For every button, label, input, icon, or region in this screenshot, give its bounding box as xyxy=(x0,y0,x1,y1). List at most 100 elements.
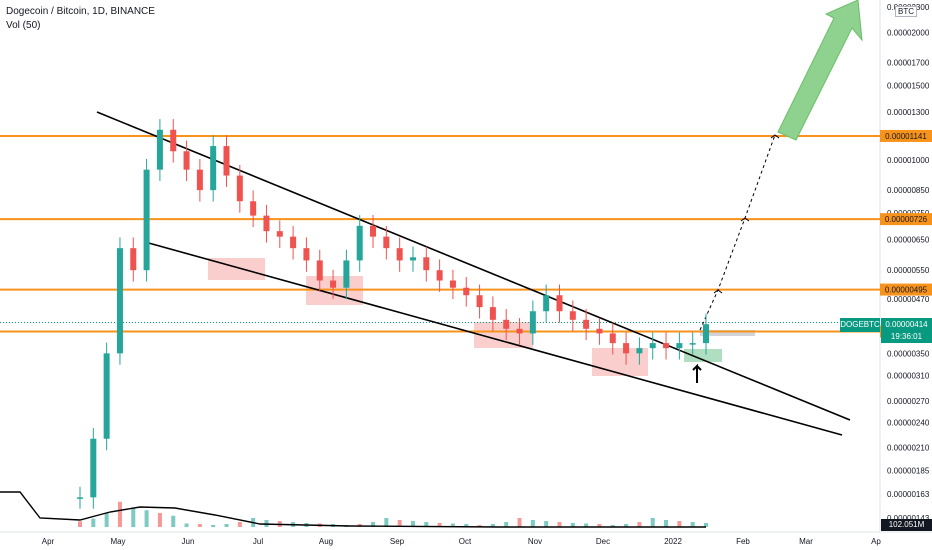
y-tick-label: 0.00000850 xyxy=(887,186,930,195)
candle-body xyxy=(250,201,257,216)
candle-body xyxy=(529,311,536,334)
x-tick-label: Ap xyxy=(871,537,881,546)
projection-arrowhead xyxy=(713,289,723,294)
x-tick-label: Mar xyxy=(799,537,813,546)
candle-body xyxy=(703,324,709,344)
chart-title: Dogecoin / Bitcoin, 1D, BINANCE xyxy=(6,6,155,17)
candle-body xyxy=(649,343,656,349)
volume-bar xyxy=(624,524,629,527)
candle-body xyxy=(263,215,270,232)
candle-body xyxy=(316,260,323,281)
candle-body xyxy=(223,146,230,176)
volume-bar xyxy=(171,515,176,527)
x-tick-label: Sep xyxy=(390,537,405,546)
x-tick-label: Jun xyxy=(182,537,195,546)
candle-body xyxy=(476,295,483,308)
level-tag-label: 0.00001141 xyxy=(885,132,927,141)
candle-body xyxy=(583,319,590,329)
candle-body xyxy=(143,169,150,271)
candle-body xyxy=(303,248,310,261)
candle-body xyxy=(210,146,217,191)
y-tick-label: 0.00001000 xyxy=(887,156,930,165)
y-tick-label: 0.00000650 xyxy=(887,235,930,244)
candle-body xyxy=(636,348,643,354)
y-tick-label: 0.00001500 xyxy=(887,82,930,91)
volume-bar xyxy=(144,510,149,527)
y-tick-label: 0.00001700 xyxy=(887,59,930,68)
y-tick-label: 0.00002000 xyxy=(887,29,930,38)
level-tag-label: 0.00000726 xyxy=(885,215,928,224)
level-tag xyxy=(880,213,932,226)
volume-bar xyxy=(650,518,655,527)
candle-body xyxy=(370,225,377,237)
volume-bar xyxy=(530,520,535,527)
target-arrow xyxy=(777,0,863,141)
volume-bar xyxy=(184,523,189,527)
volume-bar xyxy=(78,521,82,527)
volume-bar xyxy=(570,523,575,527)
candle-body xyxy=(156,129,163,170)
candle-body xyxy=(516,328,523,334)
y-tick-label: 0.00000185 xyxy=(887,467,930,476)
candle-body xyxy=(436,270,443,281)
volume-bar xyxy=(664,520,669,527)
volume-bar xyxy=(544,521,549,527)
candle-body xyxy=(183,151,190,170)
volume-bar xyxy=(437,523,442,527)
candle-body xyxy=(569,311,576,320)
volume-bar xyxy=(517,518,522,527)
upper-trendline xyxy=(96,111,851,421)
breakout-zone xyxy=(684,349,722,362)
volume-bar xyxy=(584,523,589,527)
volume-bar xyxy=(450,523,455,527)
candle-body xyxy=(623,343,630,354)
volume-bar xyxy=(490,524,495,527)
volume-bar xyxy=(371,522,376,527)
candle-body xyxy=(596,328,603,334)
volume-bar xyxy=(197,524,202,527)
volume-bar xyxy=(224,524,229,527)
candle-body xyxy=(396,248,403,261)
candle-body xyxy=(77,497,83,499)
candle-body xyxy=(103,353,110,439)
level-tag xyxy=(880,129,932,142)
y-tick-label: 0.00000270 xyxy=(887,397,930,406)
candle-body xyxy=(383,236,390,249)
candle-body xyxy=(343,260,350,288)
volume-bar xyxy=(557,522,562,527)
volume-bar xyxy=(117,501,122,527)
volume-bar xyxy=(131,507,136,527)
candle-body xyxy=(409,257,416,261)
volume-value: 102.051M xyxy=(881,519,932,531)
ticker-price: 0.00000414 xyxy=(881,318,932,332)
candle-body xyxy=(170,129,177,152)
volume-bar xyxy=(424,522,429,527)
candle-body xyxy=(543,295,550,312)
candle-body xyxy=(609,333,616,344)
volume-bar xyxy=(477,525,482,527)
volume-bar xyxy=(410,521,415,527)
candle-body xyxy=(663,343,670,349)
y-tick-label: 0.00000310 xyxy=(887,372,930,381)
volume-bar xyxy=(397,520,402,527)
y-tick-label: 0.00000240 xyxy=(887,419,930,428)
volume-ma-line xyxy=(0,491,706,528)
projection-arrowhead xyxy=(770,134,780,139)
candle-body xyxy=(503,319,510,329)
projection-arrowhead xyxy=(740,217,750,222)
candle-body xyxy=(290,236,297,249)
candle-body xyxy=(556,295,563,312)
volume-bar xyxy=(91,518,96,527)
volume-bar xyxy=(504,522,509,527)
candle-body xyxy=(449,280,456,288)
currency-badge[interactable]: BTC xyxy=(895,6,917,17)
candle-body xyxy=(423,257,430,271)
x-tick-label: Oct xyxy=(459,537,472,546)
entry-arrow xyxy=(692,363,702,383)
candle-body xyxy=(196,169,203,191)
x-tick-label: Dec xyxy=(596,537,610,546)
volume-bar xyxy=(677,521,682,527)
level-tag-label: 0.00000495 xyxy=(885,286,928,295)
